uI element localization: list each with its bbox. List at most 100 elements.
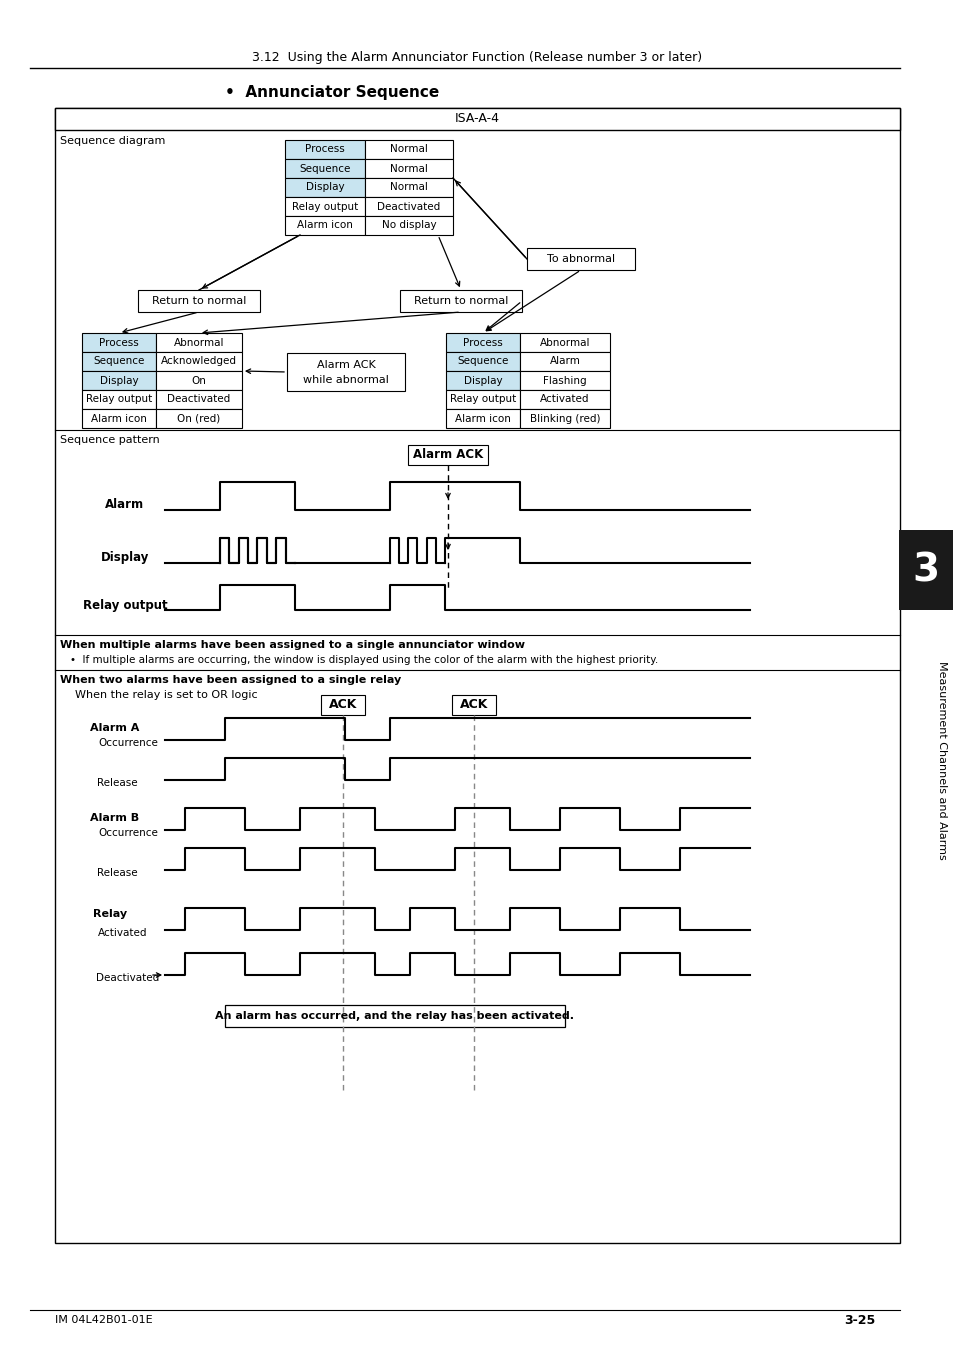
Text: Alarm ACK: Alarm ACK	[316, 360, 375, 370]
Bar	[898, 531, 953, 610]
Bar	[156, 409, 242, 428]
Bar	[55, 108, 899, 1243]
Text: ISA-A-4: ISA-A-4	[455, 112, 499, 126]
Bar	[519, 333, 609, 352]
Text: ACK: ACK	[459, 698, 488, 711]
Text: On: On	[192, 375, 206, 386]
Text: Occurrence: Occurrence	[98, 828, 158, 838]
Bar	[82, 409, 156, 428]
Text: Relay output: Relay output	[83, 598, 167, 612]
Bar	[285, 216, 365, 235]
Text: Abnormal: Abnormal	[173, 338, 224, 347]
Text: An alarm has occurred, and the relay has been activated.: An alarm has occurred, and the relay has…	[215, 1011, 574, 1021]
Text: Sequence: Sequence	[456, 356, 508, 366]
Bar	[285, 159, 365, 178]
Text: Blinking (red): Blinking (red)	[529, 413, 599, 424]
Text: Alarm: Alarm	[549, 356, 579, 366]
Text: Sequence: Sequence	[93, 356, 145, 366]
Bar	[156, 352, 242, 371]
Text: Display: Display	[99, 375, 138, 386]
Text: Release: Release	[96, 868, 137, 878]
Text: Alarm icon: Alarm icon	[91, 413, 147, 424]
Text: Process: Process	[99, 338, 139, 347]
Bar	[82, 371, 156, 390]
Bar	[82, 390, 156, 409]
Text: Display: Display	[305, 182, 344, 193]
Bar	[156, 390, 242, 409]
Bar	[519, 390, 609, 409]
Text: •  If multiple alarms are occurring, the window is displayed using the color of : • If multiple alarms are occurring, the …	[70, 655, 658, 666]
Text: Relay output: Relay output	[86, 394, 152, 405]
Text: IM 04L42B01-01E: IM 04L42B01-01E	[55, 1315, 152, 1324]
Bar	[408, 446, 488, 464]
Bar	[446, 333, 519, 352]
Text: Sequence: Sequence	[299, 163, 351, 174]
Text: No display: No display	[381, 220, 436, 231]
Bar	[365, 216, 453, 235]
Text: Alarm A: Alarm A	[91, 724, 139, 733]
Bar	[285, 178, 365, 197]
Bar	[225, 1004, 564, 1027]
Text: Flashing: Flashing	[542, 375, 586, 386]
Text: Release: Release	[96, 778, 137, 788]
Text: Normal: Normal	[390, 163, 428, 174]
Bar	[452, 695, 496, 716]
Text: Alarm icon: Alarm icon	[296, 220, 353, 231]
Bar	[446, 390, 519, 409]
Text: 3-25: 3-25	[842, 1314, 874, 1327]
Bar	[320, 695, 365, 716]
Text: Sequence pattern: Sequence pattern	[60, 435, 159, 446]
Text: Process: Process	[462, 338, 502, 347]
Text: Return to normal: Return to normal	[414, 296, 508, 306]
Text: Abnormal: Abnormal	[539, 338, 590, 347]
Text: Deactivated: Deactivated	[96, 973, 159, 983]
Text: Normal: Normal	[390, 144, 428, 154]
Bar	[519, 352, 609, 371]
Text: ACK: ACK	[329, 698, 356, 711]
Bar	[526, 248, 635, 270]
Bar	[365, 159, 453, 178]
Bar	[156, 371, 242, 390]
Bar	[446, 371, 519, 390]
Text: On (red): On (red)	[177, 413, 220, 424]
Text: Deactivated: Deactivated	[167, 394, 231, 405]
Text: Alarm ACK: Alarm ACK	[413, 448, 482, 462]
Text: while abnormal: while abnormal	[303, 375, 389, 385]
Bar	[287, 352, 405, 392]
Bar	[156, 333, 242, 352]
Bar	[365, 140, 453, 159]
Bar	[138, 290, 260, 312]
Bar	[285, 197, 365, 216]
Text: When two alarms have been assigned to a single relay: When two alarms have been assigned to a …	[60, 675, 401, 684]
Bar	[365, 197, 453, 216]
Text: Relay output: Relay output	[292, 201, 357, 212]
Bar	[82, 352, 156, 371]
Text: When the relay is set to OR logic: When the relay is set to OR logic	[75, 690, 257, 701]
Bar	[446, 352, 519, 371]
Text: Display: Display	[101, 552, 149, 564]
Text: Relay output: Relay output	[450, 394, 516, 405]
Text: Alarm: Alarm	[106, 498, 145, 512]
Text: Display: Display	[463, 375, 502, 386]
Text: 3.12  Using the Alarm Annunciator Function (Release number 3 or later): 3.12 Using the Alarm Annunciator Functio…	[252, 51, 701, 65]
Bar	[365, 178, 453, 197]
Text: Alarm B: Alarm B	[91, 813, 139, 823]
Text: Relay: Relay	[92, 909, 127, 919]
Bar	[82, 333, 156, 352]
Text: Sequence diagram: Sequence diagram	[60, 136, 165, 146]
Text: Alarm icon: Alarm icon	[455, 413, 511, 424]
Text: Process: Process	[305, 144, 345, 154]
Text: Return to normal: Return to normal	[152, 296, 246, 306]
Text: 3: 3	[911, 551, 939, 589]
Text: Measurement Channels and Alarms: Measurement Channels and Alarms	[936, 660, 946, 860]
Text: Activated: Activated	[539, 394, 589, 405]
Bar	[519, 409, 609, 428]
Text: Activated: Activated	[98, 927, 148, 938]
Text: Occurrence: Occurrence	[98, 738, 158, 748]
Bar	[55, 108, 899, 130]
Text: Normal: Normal	[390, 182, 428, 193]
Text: Deactivated: Deactivated	[377, 201, 440, 212]
Text: To abnormal: To abnormal	[546, 254, 615, 265]
Bar	[285, 140, 365, 159]
Bar	[519, 371, 609, 390]
